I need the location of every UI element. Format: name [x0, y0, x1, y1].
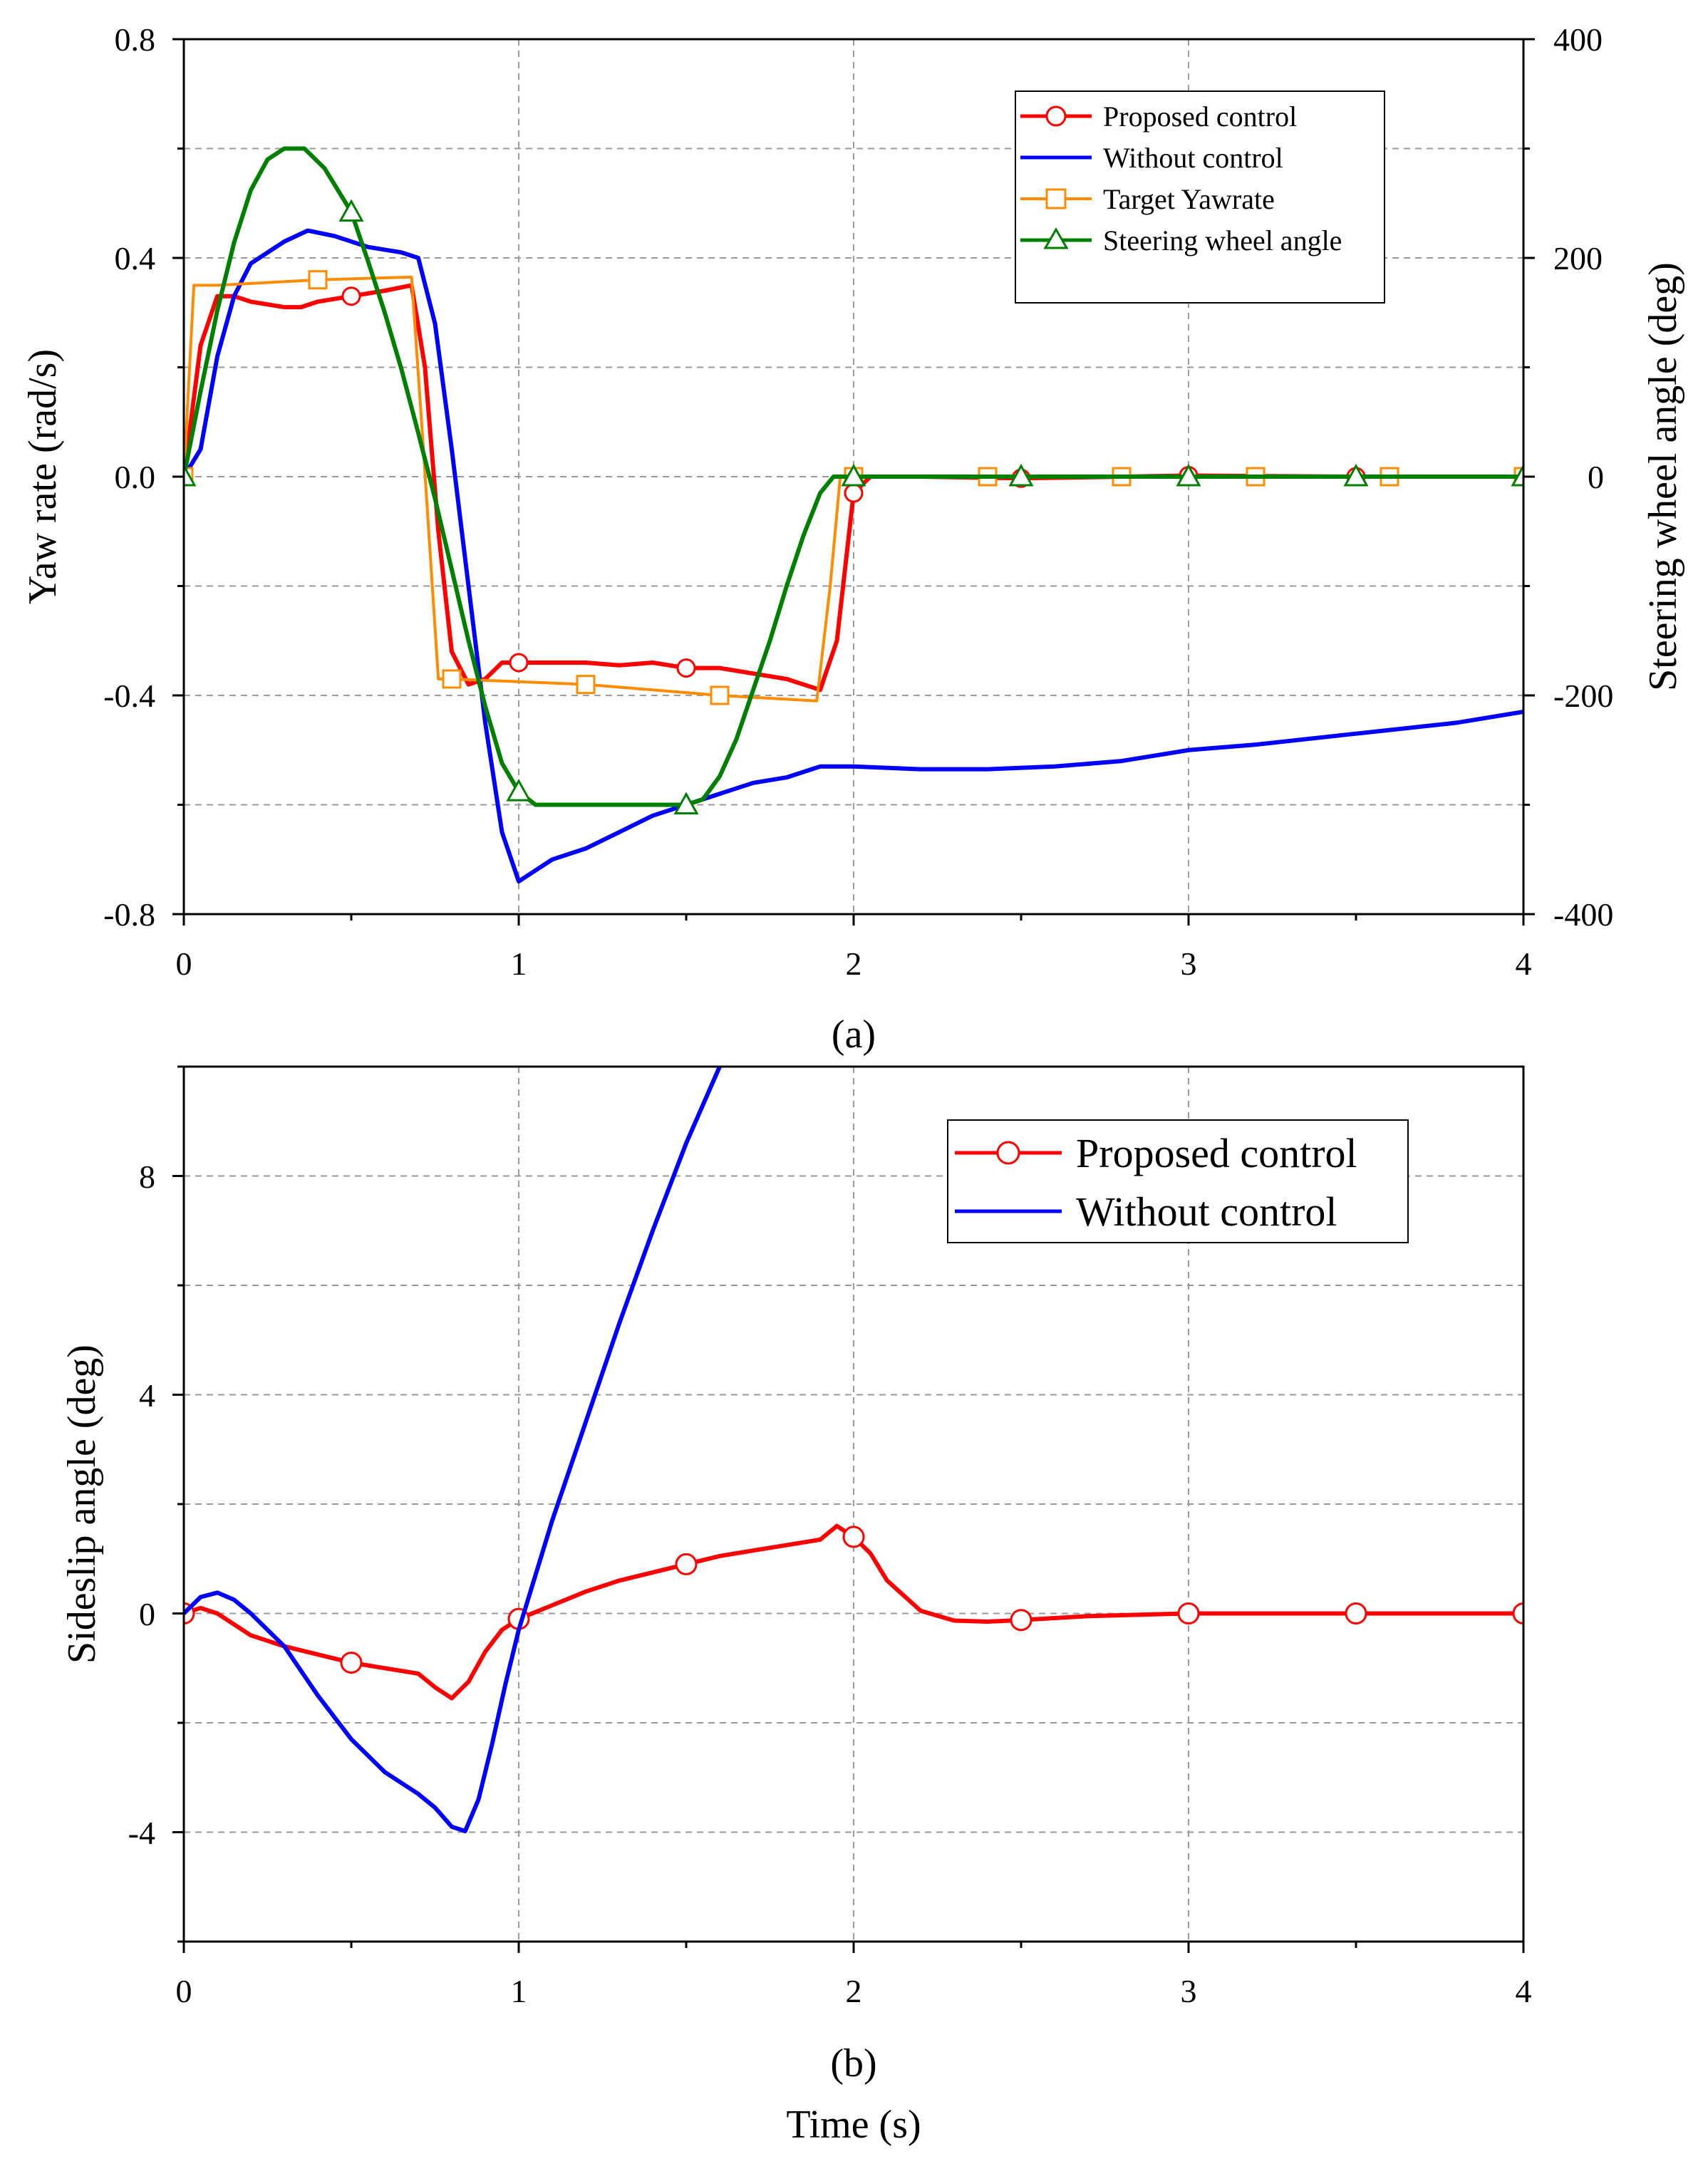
- y2-tick-label: -400: [1553, 896, 1613, 933]
- legend-label: Proposed control: [1103, 100, 1297, 133]
- legend-item: Steering wheel angle: [1020, 224, 1342, 256]
- data-point: [1511, 463, 1523, 487]
- legend-label: Without control: [1076, 1188, 1337, 1235]
- x-tick-label: 0: [176, 1973, 192, 2009]
- y2-tick-label: 400: [1553, 21, 1603, 58]
- legend: Proposed control Without control: [947, 1119, 1409, 1243]
- x-tick-label: 2: [846, 1973, 862, 2009]
- data-point: [509, 653, 529, 673]
- x-tick-label: 4: [1516, 1973, 1532, 2009]
- data-point: [340, 1652, 363, 1674]
- tick-marks: [172, 1065, 1525, 1953]
- y-tick-labels: -4 0 4 8: [128, 1159, 155, 1851]
- data-point: [1176, 463, 1201, 487]
- y-axis-label: Sideslip angle (deg): [60, 1344, 104, 1664]
- y-tick-label: -0.8: [103, 896, 155, 933]
- tick-marks: [172, 38, 1535, 926]
- x-tick-label: 1: [511, 945, 527, 982]
- x-axis-label: Time (s): [786, 2103, 921, 2147]
- data-point: [1010, 1609, 1032, 1632]
- legend-box: [1015, 90, 1385, 304]
- legend-box: [947, 1119, 1409, 1243]
- series-line: [184, 146, 1523, 807]
- y-tick-label: 4: [139, 1377, 155, 1414]
- y-tick-label: -4: [128, 1815, 155, 1851]
- y-tick-label: 0: [139, 1596, 155, 1632]
- series-layer: [184, 146, 1523, 884]
- y2-tick-label: -200: [1553, 678, 1613, 714]
- x-tick-label: 3: [1181, 945, 1197, 982]
- x-tick-label: 3: [1181, 1973, 1197, 2009]
- data-point: [673, 792, 699, 814]
- chart-panel-a: 0 1 2 3 4 -0.8 -0.4 0.0 0.4 0.8 -400 -20…: [21, 21, 1685, 1057]
- data-point: [1177, 1602, 1200, 1624]
- circle-marker-icon: [996, 1141, 1020, 1165]
- y-tick-labels: -0.8 -0.4 0.0 0.4 0.8: [103, 21, 155, 933]
- series-line: [184, 228, 1523, 884]
- y2-tick-label: 0: [1588, 459, 1604, 495]
- legend-item: Without control: [955, 1188, 1337, 1235]
- x-tick-label: 0: [176, 945, 192, 982]
- data-point: [308, 270, 328, 290]
- y-tick-label: -0.4: [103, 678, 155, 714]
- y-tick-label: 0.4: [115, 240, 156, 276]
- x-tick-label: 2: [846, 945, 862, 982]
- caption-b: (b): [830, 2041, 876, 2085]
- data-point: [506, 778, 532, 802]
- x-tick-label: 1: [511, 1973, 527, 2009]
- series-steering-wheel-angle: [184, 146, 1523, 814]
- data-point: [844, 483, 864, 503]
- x-tick-label: 4: [1516, 945, 1532, 982]
- legend-label: Steering wheel angle: [1103, 224, 1342, 256]
- data-point: [442, 669, 462, 689]
- legend: Proposed control Without control Target …: [1015, 90, 1385, 304]
- y-tick-label: 8: [139, 1159, 155, 1195]
- legend-item: Proposed control: [955, 1130, 1357, 1176]
- chart-panel-b: 0 1 2 3 4 -4 0 4 8 Sideslip angle (deg) …: [60, 1065, 1532, 2147]
- legend-item: Without control: [1020, 142, 1283, 174]
- data-point: [1343, 463, 1369, 487]
- series-proposed-control: [184, 1523, 1523, 1701]
- data-point: [1008, 463, 1034, 487]
- data-point: [842, 1525, 865, 1548]
- legend-item: Target Yawrate: [1020, 183, 1275, 215]
- data-point: [184, 463, 197, 487]
- series-line: [184, 1067, 722, 1833]
- legend-label: Target Yawrate: [1103, 183, 1275, 215]
- legend-item: Proposed control: [1020, 100, 1297, 133]
- legend-label: Without control: [1103, 142, 1283, 174]
- series-without-control: [184, 1067, 722, 1833]
- data-point: [675, 1553, 698, 1575]
- data-point: [676, 658, 696, 678]
- data-point: [338, 199, 364, 222]
- data-point: [1345, 1602, 1367, 1624]
- grid-lines: [184, 1067, 1523, 1942]
- y-tick-label: 0.8: [115, 21, 156, 58]
- data-point: [576, 675, 596, 695]
- series-without-control: [184, 228, 1523, 884]
- legend-label: Proposed control: [1076, 1130, 1357, 1176]
- data-point: [1512, 1602, 1523, 1624]
- data-point: [710, 685, 730, 705]
- data-point: [341, 286, 361, 306]
- y-tick-label: 0.0: [115, 459, 156, 495]
- x-tick-labels: 0 1 2 3 4: [176, 1973, 1532, 2009]
- circle-marker-icon: [1045, 105, 1067, 127]
- x-tick-labels: 0 1 2 3 4: [176, 945, 1532, 982]
- triangle-marker-icon: [1043, 227, 1069, 249]
- y2-tick-label: 200: [1553, 240, 1603, 276]
- y2-axis-label: Steering wheel angle (deg): [1641, 262, 1685, 691]
- series-layer: [184, 1067, 1523, 1833]
- y-axis-label: Yaw rate (rad/s): [21, 349, 65, 604]
- y2-tick-labels: -400 -200 0 200 400: [1553, 21, 1613, 933]
- square-marker-icon: [1045, 188, 1067, 209]
- data-point: [841, 463, 866, 487]
- caption-a: (a): [832, 1012, 876, 1057]
